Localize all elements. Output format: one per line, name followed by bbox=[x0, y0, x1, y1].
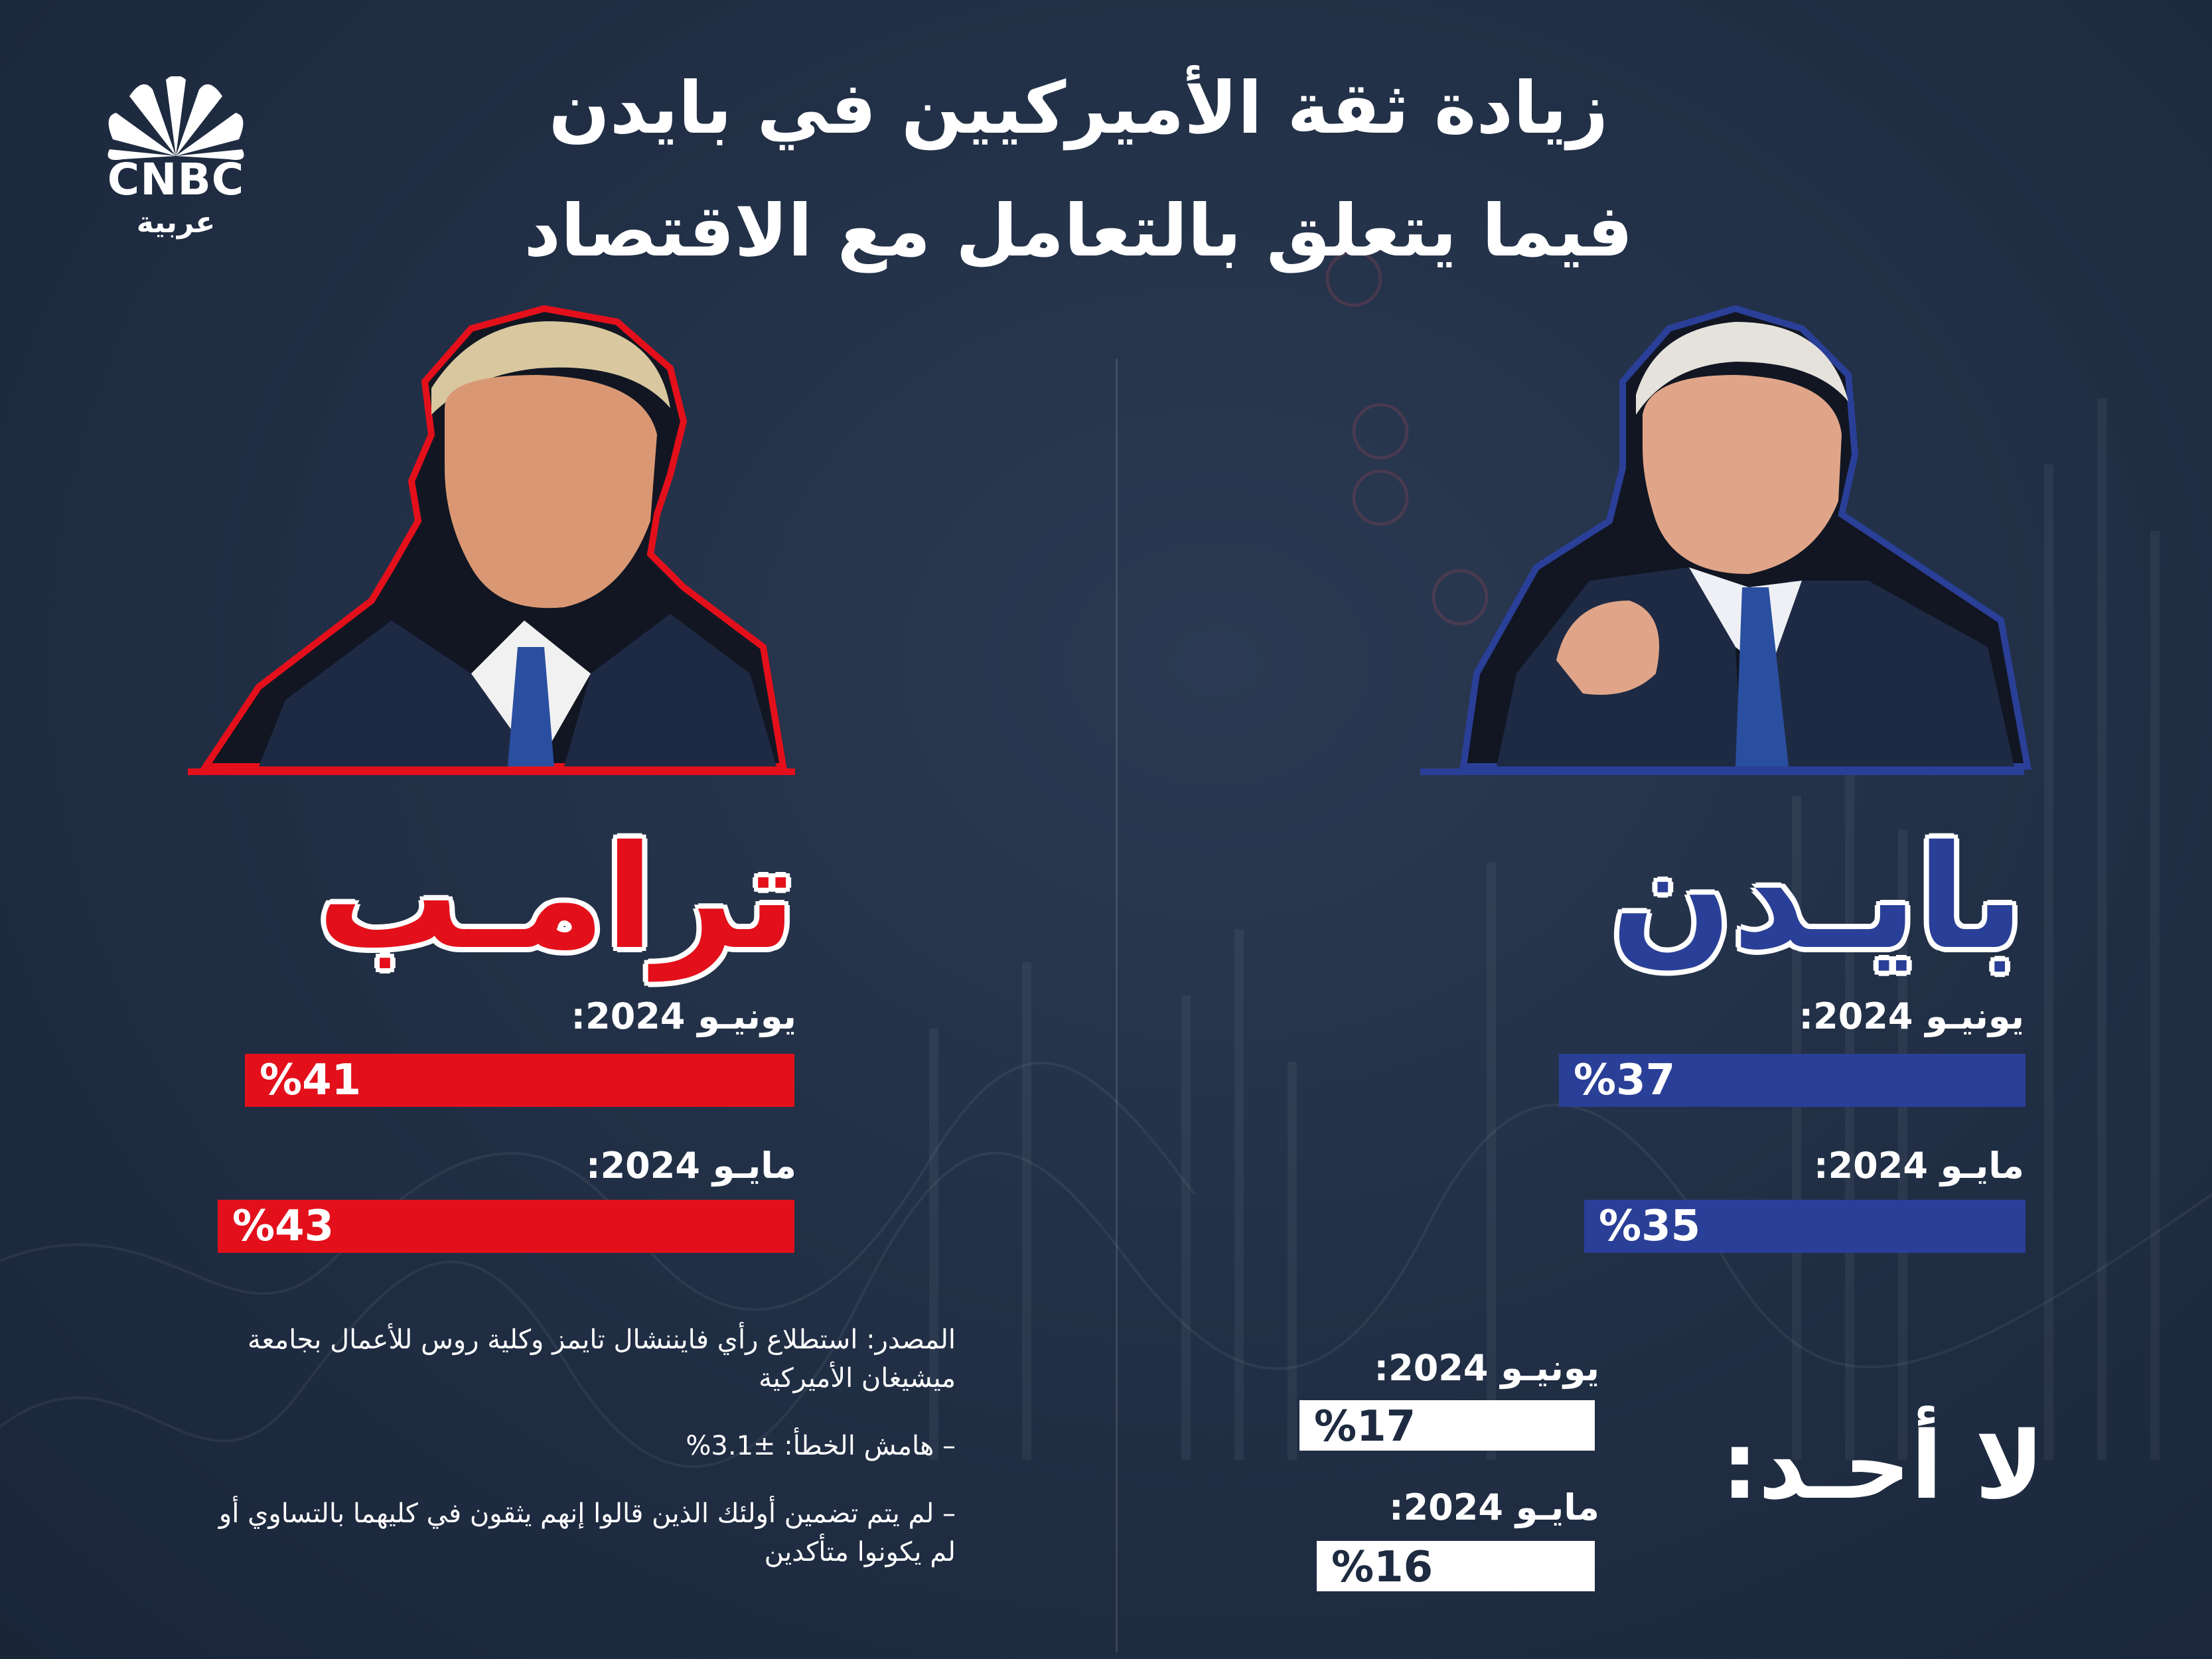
biden-name: بايـدن bbox=[1610, 814, 2024, 981]
exclusion-note: – لم يتم تضمين أولئك الذين قالوا إنهم يث… bbox=[218, 1498, 956, 1567]
column-divider bbox=[1116, 358, 1118, 1652]
page-title-line-1: زيادة ثقة الأميركيين في بايدن bbox=[548, 67, 1609, 150]
bar-label: %35 bbox=[1599, 1202, 1701, 1251]
bar-trump-may: %43 bbox=[218, 1200, 794, 1253]
trump-june-period: يونيـو 2024: bbox=[571, 995, 796, 1037]
page-title-line-2: فيما يتعلق بالتعامل مع الاقتصاد bbox=[524, 190, 1633, 273]
biden-baseline bbox=[1420, 768, 2024, 775]
trump-may-period: مايـو 2024: bbox=[585, 1145, 796, 1187]
biden-june-period: يونيـو 2024: bbox=[1799, 995, 2024, 1037]
bar-biden-june: %37 bbox=[1559, 1054, 2026, 1107]
bar-label: %43 bbox=[232, 1202, 334, 1251]
bar-label: %41 bbox=[259, 1056, 362, 1105]
brand-name: CNBC bbox=[107, 154, 245, 205]
brand-sub: عربية bbox=[136, 206, 216, 240]
bar-label: %37 bbox=[1574, 1056, 1676, 1105]
bar-trump-june: %41 bbox=[245, 1054, 794, 1107]
bar-none-may: %16 bbox=[1317, 1541, 1595, 1591]
none-group-label: لا أحـد: bbox=[1721, 1412, 2044, 1520]
source-notes: المصدر: استطلاع رأي فايننشال تايمز وكلية… bbox=[192, 1321, 956, 1601]
bar-label: %17 bbox=[1314, 1402, 1416, 1451]
bar-none-june: %17 bbox=[1299, 1400, 1595, 1451]
trump-baseline bbox=[188, 768, 795, 775]
bar-biden-may: %35 bbox=[1584, 1200, 2026, 1253]
none-may-period: مايـو 2024: bbox=[1388, 1486, 1599, 1528]
biden-may-period: مايـو 2024: bbox=[1813, 1145, 2024, 1187]
trump-name: ترامـب bbox=[317, 814, 796, 981]
biden-portrait bbox=[1459, 305, 2031, 770]
bar-label: %16 bbox=[1331, 1543, 1434, 1592]
trump-portrait bbox=[199, 305, 787, 770]
cnbc-peacock-icon bbox=[108, 76, 244, 160]
none-june-period: يونيـو 2024: bbox=[1374, 1347, 1599, 1389]
margin-of-error-note: – هامش الخطأ: ±3.1% bbox=[686, 1431, 956, 1461]
source-note: المصدر: استطلاع رأي فايننشال تايمز وكلية… bbox=[248, 1325, 956, 1394]
